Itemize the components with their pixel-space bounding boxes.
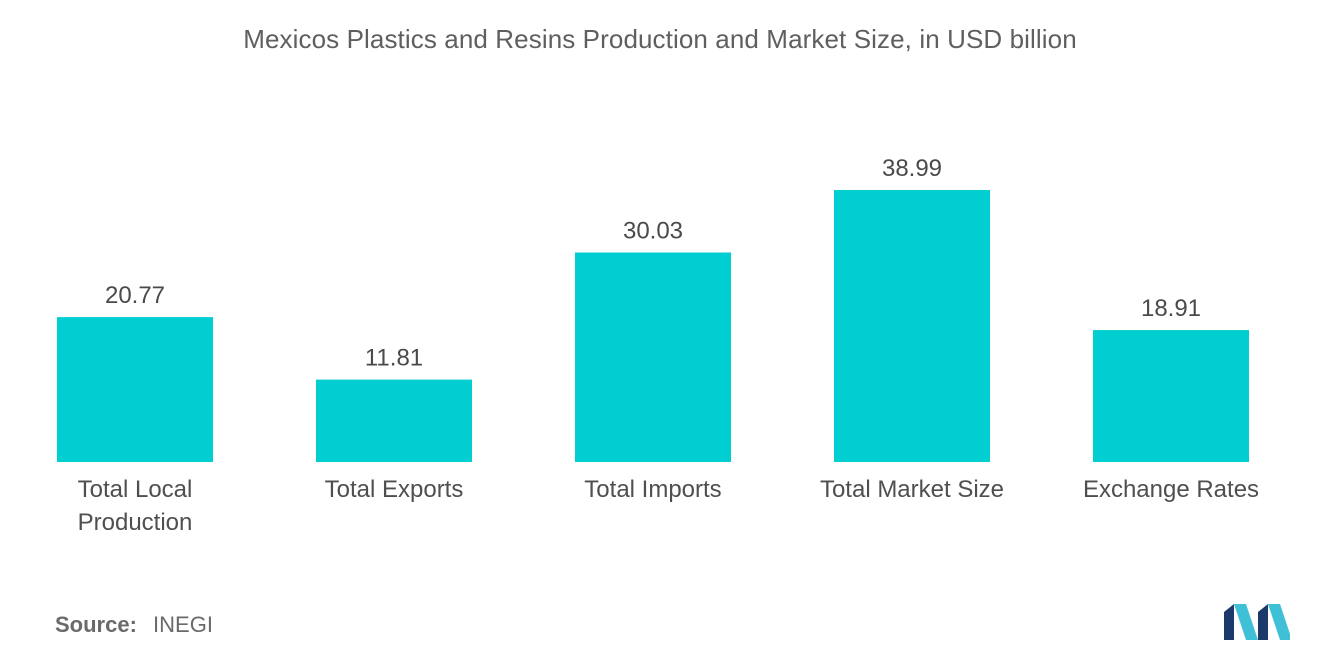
bar-value-label: 30.03 [623, 218, 683, 245]
category-label-line: Total Imports [584, 476, 721, 503]
category-label-line: Total Market Size [820, 476, 1004, 503]
bar-value-label: 11.81 [365, 345, 423, 372]
logo-shape-4 [1268, 604, 1290, 640]
category-label-line: Production [78, 509, 193, 536]
bar [575, 252, 731, 462]
mordor-intelligence-logo-icon [1224, 604, 1290, 640]
logo-shape-1 [1224, 604, 1234, 640]
category-labels-layer: Total Local Production Total Exports Total … [78, 476, 1259, 536]
category-label: Total Imports [584, 476, 721, 503]
source-note: Source: INEGI [55, 612, 213, 638]
category-label-line: Total Exports [325, 476, 464, 503]
chart-title: Mexicos Plastics and Resins Production a… [243, 24, 1077, 54]
bars-layer [57, 190, 1249, 462]
logo-shape-3 [1258, 604, 1268, 640]
category-label: Exchange Rates [1083, 476, 1259, 503]
bar-value-label: 20.77 [105, 282, 165, 309]
bar [1093, 330, 1249, 462]
category-label: Total Exports [325, 476, 464, 503]
value-labels-layer: 20.77 11.81 30.03 38.99 18.91 [105, 155, 1201, 372]
bar-value-label: 18.91 [1141, 295, 1201, 322]
logo-shape-2 [1234, 604, 1258, 640]
source-label: Source: [55, 612, 137, 637]
bar-chart: 20.77 11.81 30.03 38.99 18.91 Total Local Pro… [57, 155, 1259, 536]
bar-value-label: 38.99 [882, 155, 942, 182]
category-label: Total Local Production [78, 476, 193, 536]
bar [316, 379, 472, 462]
source-value: INEGI [153, 612, 213, 637]
category-label-line: Exchange Rates [1083, 476, 1259, 503]
bar [57, 317, 213, 462]
category-label: Total Market Size [820, 476, 1004, 503]
bar [834, 190, 990, 462]
category-label-line: Total Local [78, 476, 193, 503]
